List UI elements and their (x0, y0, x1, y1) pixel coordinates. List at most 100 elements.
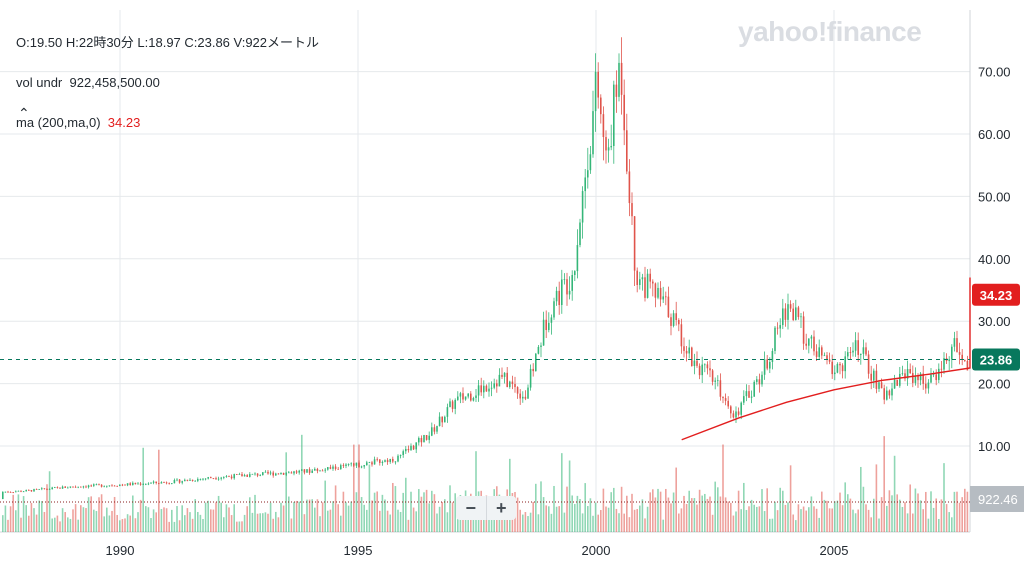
candle-body (815, 351, 818, 357)
candle-body (659, 287, 662, 300)
candle-body (113, 485, 116, 487)
volume-bar (204, 502, 207, 532)
volume-bar (168, 521, 170, 532)
candle-body (158, 483, 160, 484)
volume-bar (558, 506, 560, 532)
volume-bar (927, 518, 930, 532)
volume-bar (888, 490, 891, 532)
candle-body (938, 368, 940, 381)
candle-body (246, 475, 248, 477)
candle-body (893, 379, 896, 389)
zoom-in-button[interactable]: + (485, 496, 517, 520)
candle-body (423, 435, 425, 443)
volume-bar (327, 510, 329, 532)
volume-bar (337, 504, 339, 532)
candle-body (25, 490, 27, 492)
volume-bar (184, 515, 186, 532)
volume-bar (9, 506, 12, 532)
candle-body (189, 479, 191, 481)
volume-bar (945, 504, 948, 532)
volume-bar (54, 517, 56, 532)
candle-body (410, 445, 412, 451)
candle-body (940, 368, 943, 370)
candle-body (43, 488, 46, 490)
volume-bar (652, 489, 654, 532)
volume-bar (659, 491, 662, 532)
candle-body (761, 374, 763, 385)
candle-body (537, 346, 540, 354)
volume-bar (683, 495, 685, 532)
volume-bar (197, 511, 199, 532)
volume-bar (67, 517, 69, 532)
volume-bar (108, 515, 111, 532)
candle-body (124, 484, 126, 486)
x-tick-label: 2000 (582, 543, 611, 558)
volume-bar (150, 518, 152, 532)
candle-body (857, 340, 859, 355)
volume-bar (64, 512, 66, 532)
candle-body (381, 461, 384, 463)
candle-body (613, 84, 615, 147)
x-tick-label: 2005 (820, 543, 849, 558)
volume-bar (509, 458, 511, 532)
candle-body (641, 277, 644, 280)
volume-bar (363, 504, 365, 532)
volume-bar (662, 519, 664, 532)
volume-bar (748, 506, 750, 532)
last-price-badge-label: 23.86 (980, 353, 1013, 368)
y-tick-label: 60.00 (978, 127, 1011, 142)
candle-body (548, 322, 550, 331)
zoom-out-button[interactable]: − (465, 498, 476, 518)
candle-body (126, 483, 129, 486)
candle-body (568, 290, 571, 295)
candle-body (420, 437, 423, 443)
candle-body (155, 481, 157, 484)
candle-body (774, 327, 776, 351)
candle-body (415, 442, 417, 450)
candle-body (545, 319, 547, 331)
candle-body (178, 479, 181, 483)
candle-body (639, 279, 641, 285)
candle-body (600, 97, 602, 115)
candle-body (904, 373, 906, 379)
volume-bar (454, 493, 456, 532)
volume-bar (826, 500, 828, 532)
candle-body (82, 486, 85, 488)
candle-body (264, 471, 267, 473)
candle-body (665, 296, 667, 298)
volume-bar (878, 518, 880, 532)
volume-bar (579, 499, 581, 532)
candle-body (698, 365, 701, 376)
candle-body (314, 468, 316, 471)
candle-body (477, 385, 480, 396)
volume-bar (285, 452, 287, 532)
volume-bar (295, 500, 298, 532)
candle-body (238, 474, 241, 475)
volume-bar (529, 512, 532, 532)
volume-bar (142, 447, 144, 532)
volume-bar (155, 512, 157, 532)
volume-bar (126, 514, 129, 532)
candle-body (399, 454, 402, 456)
volume-bar (891, 495, 893, 532)
candle-body (433, 427, 436, 432)
y-tick-label: 20.00 (978, 377, 1011, 392)
volume-bar (600, 510, 602, 532)
volume-bar (74, 504, 77, 532)
volume-bar (732, 515, 735, 532)
volume-bar (4, 505, 7, 532)
volume-bar (613, 487, 615, 532)
volume-bar (849, 498, 852, 532)
candle-body (652, 281, 654, 284)
candle-body (592, 111, 594, 155)
volume-bar (165, 508, 168, 532)
volume-bar (371, 500, 373, 532)
candle-body (119, 484, 121, 487)
candle-body (441, 416, 443, 423)
volume-bar (241, 521, 243, 532)
candle-body (667, 296, 670, 318)
candle-body (334, 466, 337, 469)
caret-up-icon[interactable]: ⌃ (18, 105, 30, 121)
candle-body (841, 365, 844, 372)
